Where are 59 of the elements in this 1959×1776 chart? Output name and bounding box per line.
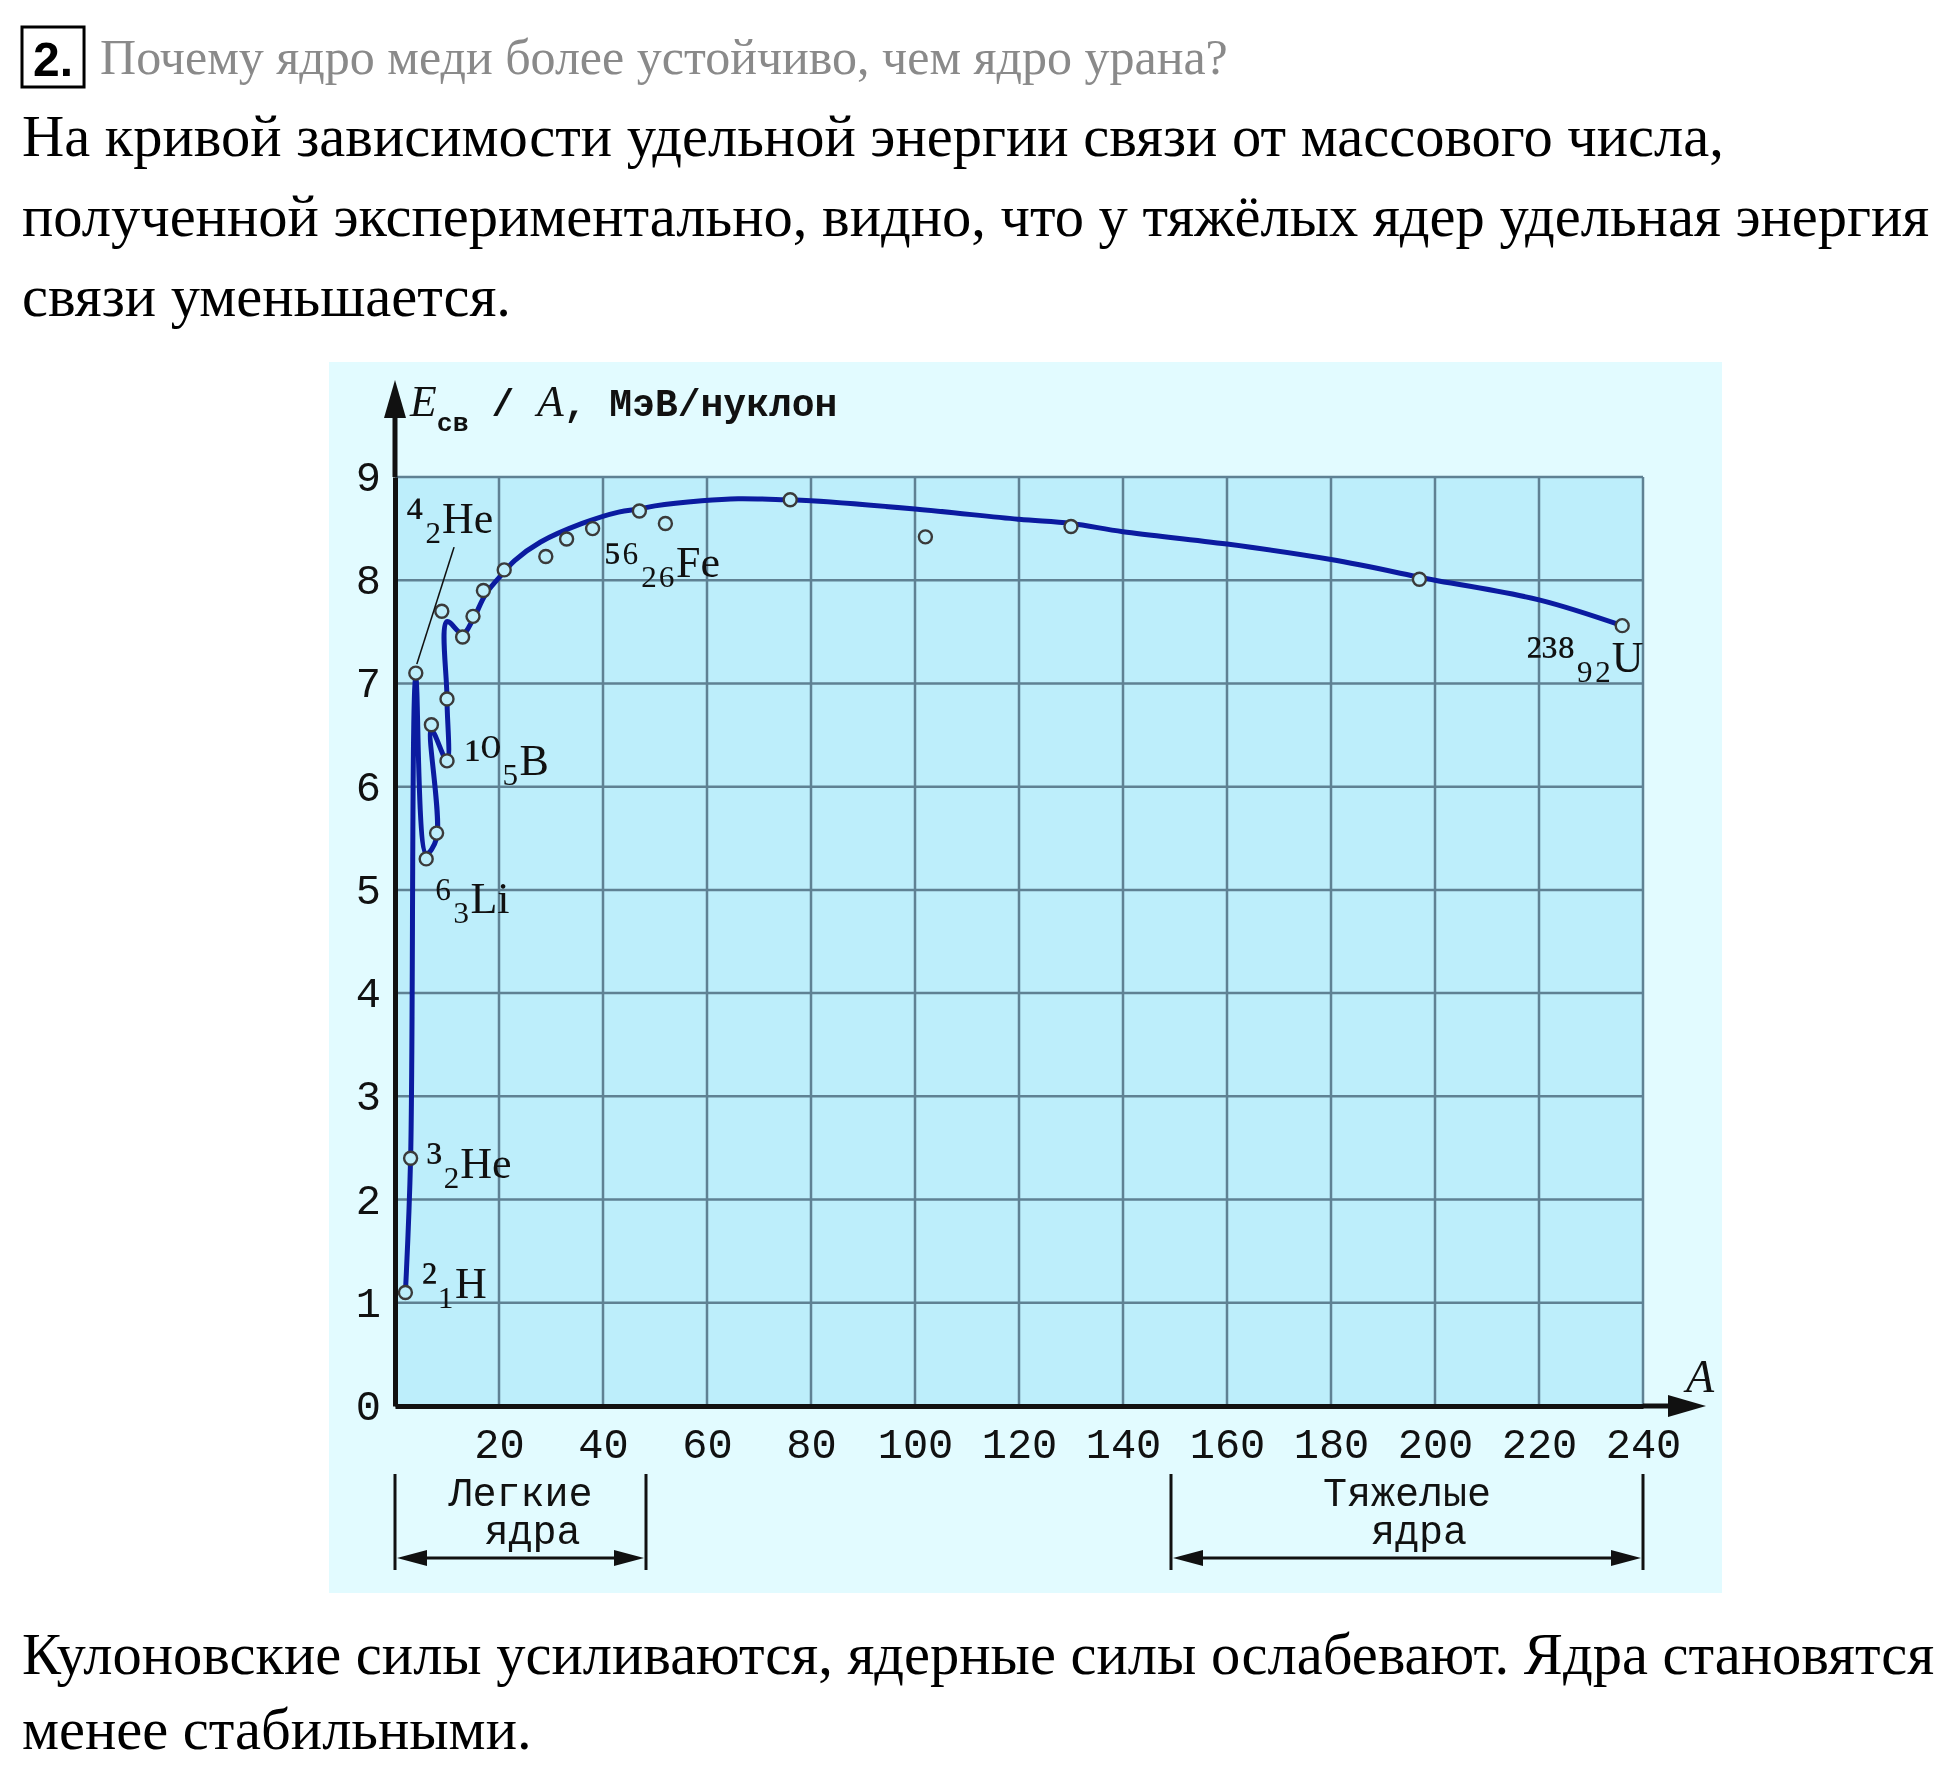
x-tick-label: 240 <box>1605 1422 1682 1471</box>
point <box>434 603 450 619</box>
y-tick-label: 7 <box>355 662 381 711</box>
point <box>538 548 554 565</box>
point <box>418 851 434 867</box>
x-tick-label: 60 <box>682 1422 733 1471</box>
y-tick-label: 9 <box>355 455 381 504</box>
point <box>558 531 575 547</box>
y-tick-label: 5 <box>355 868 381 917</box>
annotation: ³₂He <box>426 1132 512 1190</box>
text: Тяжелые ядра <box>1322 1473 1492 1556</box>
y-tick-label: 2 <box>355 1178 381 1227</box>
point <box>439 691 455 707</box>
x-tick-label: 100 <box>877 1422 954 1471</box>
point <box>917 529 934 545</box>
y-tick-label: 0 <box>355 1384 381 1433</box>
point <box>428 825 445 841</box>
point <box>465 608 481 625</box>
annotation: ⁶₃Li <box>434 866 510 924</box>
annotation: ²₁H <box>421 1252 487 1310</box>
point <box>408 665 424 681</box>
x-tick-label: 200 <box>1397 1422 1474 1471</box>
x-tick-label: 180 <box>1293 1422 1370 1471</box>
chart-subtitle: На кривой зависимости удельной энергии связи от массового числа, полученной экспериментально, видно, что у тяжёлых ядер удельная энергия связи уменьшается. <box>22 104 1930 329</box>
x-tick-label: 220 <box>1501 1422 1578 1471</box>
y-tick-label: 8 <box>355 559 381 608</box>
x-axis-title: A <box>1682 1351 1715 1402</box>
point <box>475 582 492 599</box>
point <box>1614 617 1630 634</box>
y-tick-label: 4 <box>355 972 381 1021</box>
annotation: ¹⁰₅B <box>465 728 549 786</box>
point <box>631 503 648 519</box>
y-tick-label: 1 <box>355 1281 381 1330</box>
y-tick-label: 3 <box>355 1075 381 1124</box>
y-tick-label: 6 <box>355 765 381 814</box>
chart-title: 2. Почему ядро меди более устойчиво, чем ядро урана? <box>33 29 1228 86</box>
x-tick-label: 40 <box>578 1422 629 1471</box>
point <box>782 492 798 508</box>
point <box>1063 518 1079 535</box>
x-tick-label: 80 <box>786 1422 837 1471</box>
y-axis-title: E$_{св}$ / A, МэВ/нуклон <box>409 377 838 439</box>
text: Кулоновские силы усиливаются, ядерные силы ослабевают. Ядра становятся менее стабильными. <box>22 1622 1935 1762</box>
point <box>496 562 512 578</box>
annotation: ⁵⁶₂₆Fe <box>603 531 720 589</box>
point <box>1411 571 1428 587</box>
point <box>397 1284 414 1301</box>
x-tick-label: 140 <box>1085 1422 1162 1471</box>
point <box>439 753 455 769</box>
point <box>584 520 601 537</box>
annotation: ⁴₂He <box>405 487 494 545</box>
text: Легкие ядра <box>447 1473 593 1556</box>
x-tick-label: 20 <box>474 1422 525 1471</box>
point <box>454 629 471 645</box>
point <box>657 515 674 532</box>
x-tick-label: 160 <box>1189 1422 1266 1471</box>
x-tick-label: 120 <box>981 1422 1058 1471</box>
point <box>423 717 440 733</box>
annotation: ²³⁸₉₂U <box>1526 625 1644 683</box>
point <box>402 1150 419 1166</box>
